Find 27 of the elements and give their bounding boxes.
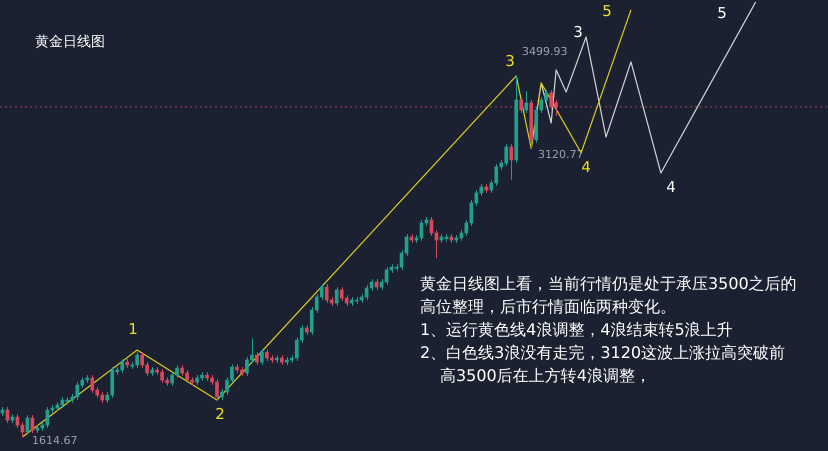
annotation: 2、白色线3浪没有走完，3120这波上涨拉高突破前高3500后在上方转4浪调整， (420, 342, 786, 387)
annotation: 1、运行黄色线4浪调整，4浪结束转5浪上升 (420, 319, 734, 341)
candlestick (519, 96, 524, 114)
annotation: 2 (215, 404, 225, 423)
annotation: 黄金日线图上看，当前行情仍是处于承压3500之后的高位整理，后市行情面临两种变化。 (420, 273, 798, 318)
annotation: 1 (128, 320, 138, 338)
annotation: 4 (581, 158, 591, 176)
candlestick (374, 278, 378, 290)
candlestick (280, 354, 284, 366)
candlestick (30, 414, 34, 434)
candlestick (334, 286, 339, 306)
candlestick (255, 352, 259, 366)
text: 3499.93 (522, 44, 568, 58)
text: 5 (602, 2, 612, 20)
candlestick (26, 414, 30, 436)
text: 3 (505, 52, 515, 70)
annotation: 1614.67 (32, 434, 78, 447)
chart-title: 黄金日线图 (35, 33, 105, 51)
annotation: 4 (666, 178, 676, 196)
candlestick (304, 324, 309, 336)
text: 5 (717, 4, 727, 22)
candlestick (524, 90, 528, 114)
candlestick (6, 406, 10, 424)
candlestick (509, 144, 514, 180)
candlestick (260, 348, 264, 366)
text: 3 (573, 22, 583, 41)
annotation: 3120.77 (538, 148, 584, 161)
